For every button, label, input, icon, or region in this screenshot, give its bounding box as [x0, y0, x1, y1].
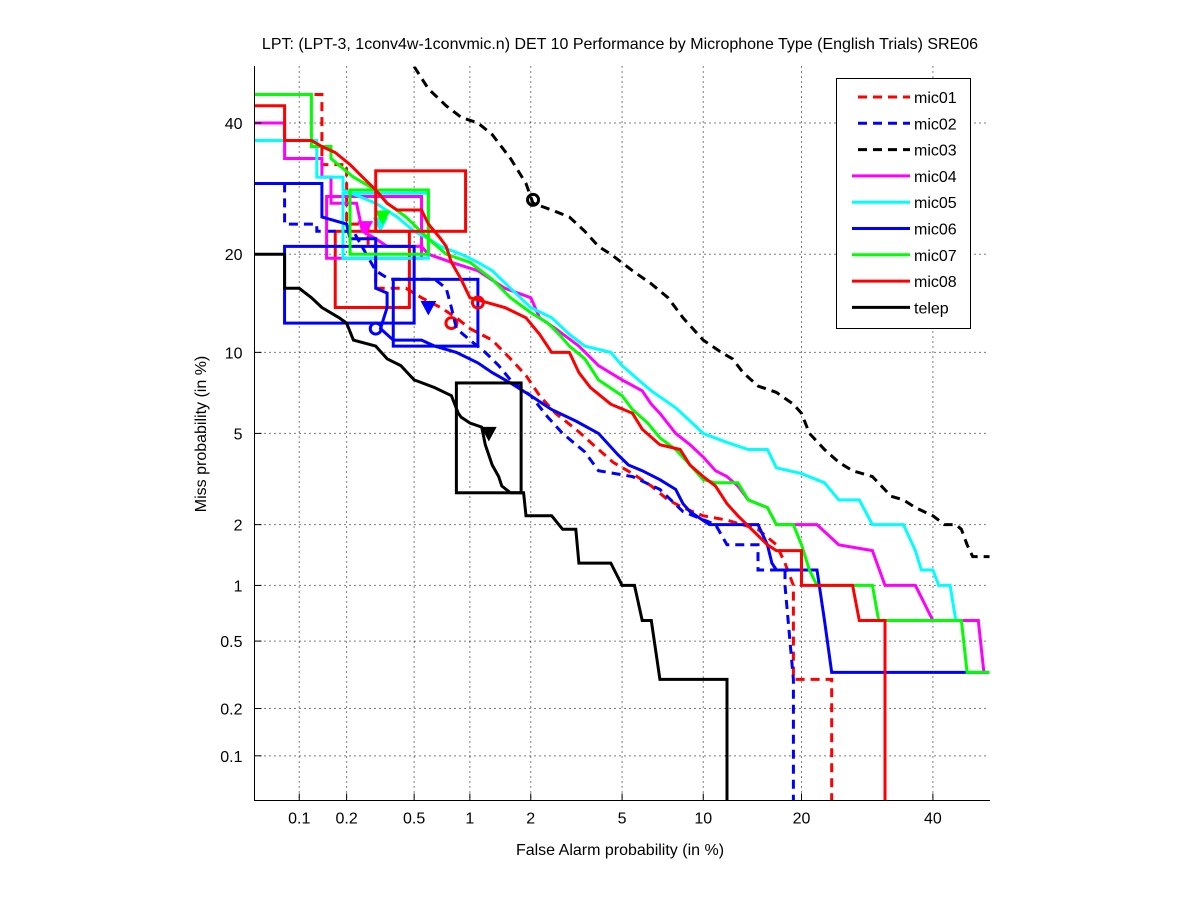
legend-label-mic05: mic05	[914, 195, 957, 212]
y-tick-label: 5	[234, 426, 243, 443]
y-tick-label: 1	[234, 578, 243, 595]
curves	[254, 66, 990, 801]
y-tick-label: 40	[225, 116, 243, 133]
legend-label-mic07: mic07	[914, 248, 957, 265]
chart-title: LPT: (LPT-3, 1conv4w-1convmic.n) DET 10 …	[262, 36, 978, 53]
legend-label-mic04: mic04	[914, 169, 957, 186]
y-tick-label: 10	[225, 345, 243, 362]
series-mic08	[254, 104, 887, 801]
x-tick-label: 5	[618, 811, 627, 828]
legend-label-telep: telep	[914, 300, 949, 317]
curve-mic04	[254, 121, 986, 673]
x-tick-label: 10	[694, 811, 712, 828]
x-tick-label: 0.1	[288, 811, 310, 828]
curve-mic05	[254, 139, 958, 621]
operating-point-circle-mic06	[368, 321, 383, 336]
legend-label-mic03: mic03	[914, 143, 957, 160]
operating-point-circle-mic01	[444, 316, 459, 331]
x-ticks: 0.1 0.2 0.5 1 2 5 10 20 40	[288, 793, 942, 828]
operating-point-triangle-mic07	[374, 210, 391, 226]
operating-point-triangle-mic02	[420, 300, 437, 316]
curve-telep	[254, 252, 729, 801]
operating-point-circle-mic08	[470, 295, 485, 310]
operating-point-circle-mic03	[526, 192, 541, 207]
x-axis-label: False Alarm probability (in %)	[516, 842, 724, 859]
confidence-box-mic01	[333, 229, 411, 309]
x-tick-label: 40	[924, 811, 942, 828]
legend-label-mic06: mic06	[914, 222, 957, 239]
y-tick-label: 0.2	[220, 702, 242, 719]
operating-point-triangle-telep	[481, 426, 497, 442]
x-tick-label: 1	[465, 811, 474, 828]
y-tick-label: 0.1	[220, 749, 242, 766]
x-tick-label: 0.5	[403, 811, 425, 828]
y-tick-label: 2	[234, 518, 243, 535]
y-tick-label: 0.5	[220, 634, 242, 651]
legend-label-mic02: mic02	[914, 116, 957, 133]
series-telep	[254, 252, 729, 801]
legend-label-mic08: mic08	[914, 274, 957, 291]
curve-mic03	[412, 66, 990, 559]
operating-point-triangle-mic04	[357, 221, 374, 236]
legend-label-mic01: mic01	[914, 90, 957, 107]
curve-mic08	[254, 104, 887, 801]
y-ticks: 0.1 0.2 0.5 1 2 5 10 20 40	[220, 116, 262, 766]
x-tick-label: 20	[793, 811, 811, 828]
x-tick-label: 0.2	[335, 811, 357, 828]
legend: mic01 mic02 mic03 mic04 mic05 mic06 mic07 mic08…	[836, 78, 971, 329]
y-axis-label: Miss probability (in %)	[193, 356, 210, 512]
confidence-box-mic08	[374, 169, 468, 233]
series-mic03	[412, 66, 990, 559]
confidence-box-telep	[454, 381, 523, 495]
y-tick-label: 20	[225, 247, 243, 264]
x-tick-label: 2	[526, 811, 535, 828]
